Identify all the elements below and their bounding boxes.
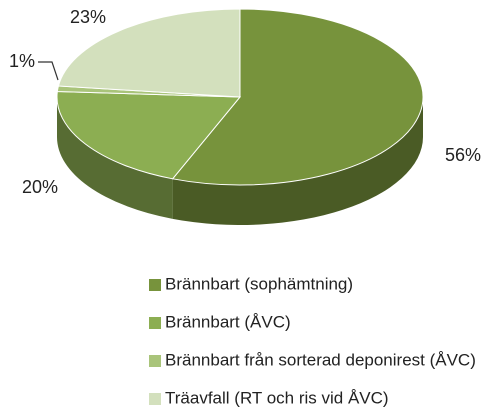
legend-label: Brännbart (sophämtning) [165,274,353,293]
slice [56,90,242,180]
legend-label: Träavfall (RT och ris vid ÅVC) [165,388,389,407]
legend-swatch [149,355,161,367]
legend-swatch [149,279,161,291]
legend-swatch [149,393,161,405]
legend-swatch [149,317,161,329]
legend-label: Brännbart från sorterad deponirest (ÅVC) [165,350,476,369]
slice-side [57,97,173,219]
data-label: 23% [70,7,106,27]
slice-side [172,97,423,225]
legend-label: Brännbart (ÅVC) [165,312,291,331]
data-label: 56% [445,145,481,165]
leader-line [38,61,59,81]
slice [171,8,424,186]
data-label: 1% [9,51,35,71]
data-label: 20% [22,177,58,197]
slice [57,8,241,98]
